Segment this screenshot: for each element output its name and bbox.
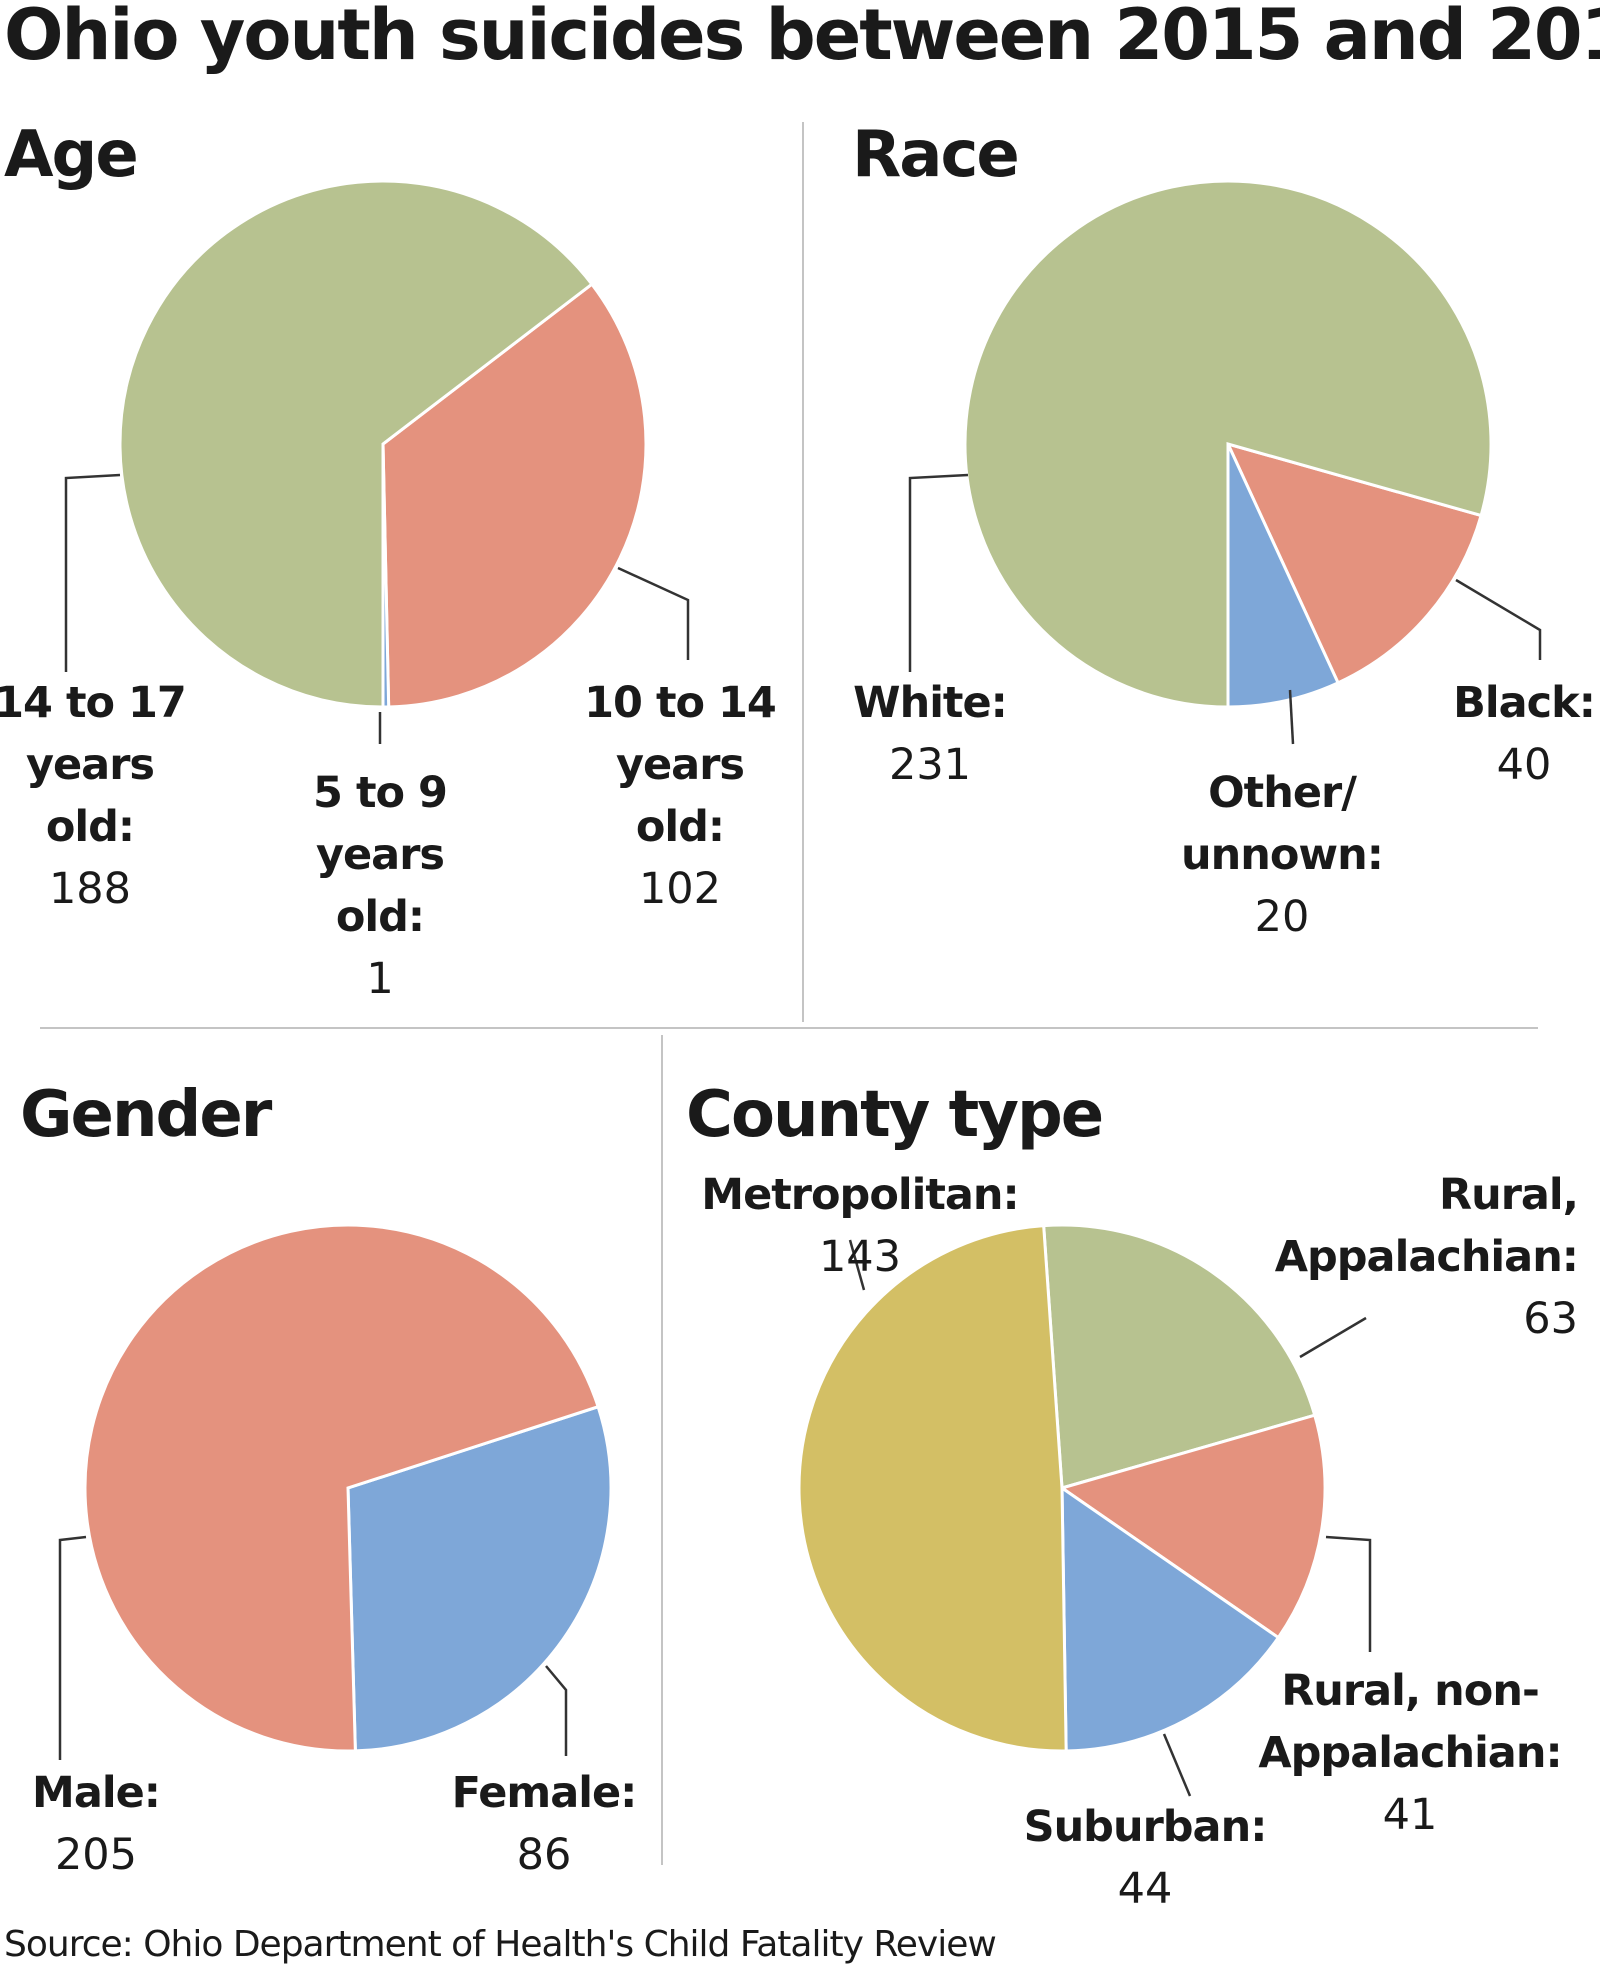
label-county-suburban: Suburban: 44: [1023, 1796, 1268, 1920]
label-gender-female: Female: 86: [451, 1762, 638, 1886]
slice-black: [1225, 441, 1483, 685]
label-category-line: Rural,: [1438, 1170, 1579, 1220]
label-category-line: old:: [635, 802, 725, 852]
county-type-section-title: County type: [686, 1078, 1104, 1152]
label-county-metro: Metropolitan: 143: [701, 1164, 1019, 1288]
label-category-line: old:: [45, 802, 135, 852]
label-category-line: 10 to 14: [584, 678, 777, 728]
label-category-line: White:: [853, 678, 1008, 728]
label-county-rural-app: Rural, Appalachian: 63: [1274, 1164, 1579, 1350]
slice-other-unknown: [1226, 443, 1341, 709]
slice-metropolitan: [797, 1224, 1068, 1753]
gender-section-title: Gender: [20, 1078, 272, 1152]
race-pie: [963, 179, 1493, 709]
vertical-divider-bottom: [661, 1035, 663, 1865]
label-value: 102: [638, 864, 722, 914]
label-age-14-17: 14 to 17 years old: 188: [0, 672, 187, 920]
slice-suburban: [1060, 1485, 1281, 1753]
leader-line: [617, 566, 690, 660]
label-value: 63: [1523, 1294, 1578, 1344]
slice-14-to-17: [118, 179, 594, 709]
vertical-divider-top: [802, 122, 804, 1022]
label-category-line: years: [315, 830, 445, 880]
label-value: 41: [1382, 1790, 1438, 1840]
leader-line: [848, 1239, 866, 1291]
label-race-white: White: 231: [853, 672, 1008, 796]
label-category-line: years: [25, 740, 155, 790]
label-county-rural-nonapp: Rural, non- Appalachian: 41: [1258, 1660, 1562, 1846]
leader-line: [1162, 1733, 1192, 1797]
label-value: 40: [1496, 740, 1552, 790]
slice-10-to-14: [381, 282, 648, 709]
label-category-line: 14 to 17: [0, 678, 187, 728]
label-category-line: Black:: [1453, 678, 1596, 728]
label-age-10-14: 10 to 14 years old: 102: [584, 672, 777, 920]
race-section-title: Race: [852, 118, 1020, 192]
leader-line: [908, 473, 969, 672]
leader-line: [58, 1535, 87, 1760]
label-race-other: Other/unnown: 20: [1181, 762, 1384, 948]
leader-line: [1455, 578, 1542, 660]
label-category-line: Appalachian:: [1274, 1232, 1579, 1282]
horizontal-divider: [40, 1027, 1538, 1029]
age-section-title: Age: [4, 118, 139, 192]
label-age-5-9: 5 to 9 years old: 1: [313, 762, 448, 1010]
label-category-line: Suburban:: [1023, 1802, 1268, 1852]
label-value: 86: [516, 1830, 572, 1880]
slice-rural-non-appalachian: [1058, 1413, 1327, 1640]
label-gender-male: Male: 205: [32, 1762, 161, 1886]
label-category-line: old:: [335, 892, 425, 942]
label-category-line: Male:: [32, 1768, 161, 1818]
label-value: 44: [1117, 1864, 1173, 1914]
label-value: 1: [366, 954, 394, 1004]
label-value: 143: [818, 1232, 902, 1282]
label-category-line: unnown:: [1181, 830, 1384, 880]
label-category-line: Metropolitan:: [701, 1170, 1019, 1220]
label-category-line: Appalachian:: [1258, 1728, 1562, 1778]
age-pie: [118, 179, 648, 709]
label-category-line: 5 to 9: [313, 768, 448, 818]
leader-line: [1288, 689, 1295, 745]
label-race-black: Black: 40: [1453, 672, 1596, 796]
slice-white: [963, 179, 1493, 709]
leader-line: [1299, 1316, 1367, 1359]
label-category-line: Female:: [451, 1768, 638, 1818]
label-value: 20: [1254, 892, 1310, 942]
leader-line: [1325, 1535, 1372, 1652]
label-category-line: Rural, non-: [1281, 1666, 1540, 1716]
gender-pie: [83, 1223, 613, 1753]
source-note: Source: Ohio Department of Health's Chil…: [4, 1924, 997, 1965]
label-value: 205: [54, 1830, 138, 1880]
chart-title: Ohio youth suicides between 2015 and 201…: [4, 0, 1600, 76]
leader-line: [545, 1665, 568, 1756]
slice-rural-appalachian: [1042, 1223, 1317, 1490]
label-category-line: years: [615, 740, 745, 790]
county-type-pie: [797, 1223, 1327, 1753]
slice-female: [346, 1404, 613, 1753]
leader-lines: [58, 473, 1542, 1797]
slice-male: [83, 1223, 601, 1753]
label-value: 231: [888, 740, 972, 790]
label-category-line: Other/: [1208, 768, 1357, 818]
label-value: 188: [48, 864, 132, 914]
leader-line: [64, 473, 121, 672]
